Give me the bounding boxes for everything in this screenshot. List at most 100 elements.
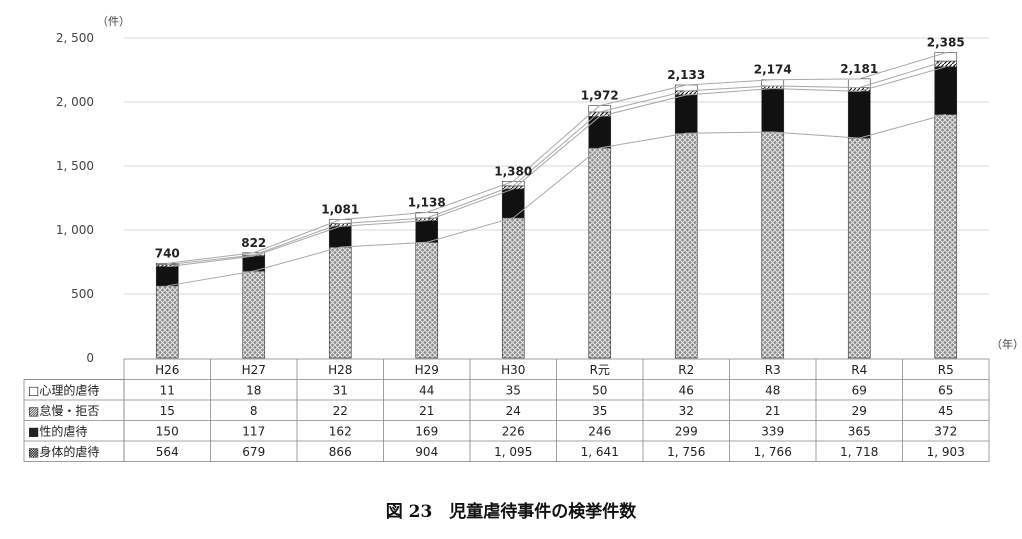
bar-segment-2 <box>674 94 698 134</box>
bar-segment-1 <box>501 217 525 359</box>
data-label: 1, 641 <box>581 445 619 459</box>
total-label: 1,972 <box>581 89 619 103</box>
bar-segment-2 <box>155 266 179 287</box>
data-label: 117 <box>242 425 265 439</box>
x-tick-label: R元 <box>590 363 610 377</box>
bar-segment-1 <box>761 131 785 359</box>
total-label: 2,181 <box>840 62 878 76</box>
data-label: 45 <box>938 404 953 418</box>
bar-segment-4 <box>847 78 871 88</box>
bar-segment-1 <box>588 147 612 359</box>
data-label: 11 <box>160 384 175 398</box>
data-label: 29 <box>852 404 867 418</box>
x-tick-label: H30 <box>501 363 525 377</box>
x-tick-label: H29 <box>415 363 439 377</box>
data-label: 15 <box>160 404 175 418</box>
y-unit-label: （件） <box>97 15 130 28</box>
x-tick-label: H26 <box>155 363 179 377</box>
x-tick-label: R2 <box>678 363 694 377</box>
bar-segment-1 <box>674 132 698 359</box>
total-label: 2,385 <box>927 36 965 50</box>
legend-entry: ▨怠慢・拒否 <box>28 404 99 418</box>
total-label: 2,174 <box>754 63 792 77</box>
data-label: 46 <box>679 384 694 398</box>
data-label: 866 <box>329 445 352 459</box>
series-line-1 <box>167 113 946 287</box>
data-label: 679 <box>242 445 265 459</box>
y-tick-label: 1, 000 <box>56 223 94 237</box>
total-label: 822 <box>241 236 266 250</box>
data-label: 8 <box>250 404 258 418</box>
data-label: 246 <box>588 425 611 439</box>
bar-segment-2 <box>588 116 612 149</box>
bar-segment-1 <box>847 137 871 359</box>
bar-segment-2 <box>847 91 871 139</box>
series-line-3 <box>167 60 946 266</box>
bar-segment-1 <box>328 246 352 359</box>
figure-caption: 図 23 児童虐待事件の検挙件数 <box>385 502 637 522</box>
data-label: 169 <box>415 425 438 439</box>
x-tick-label: R5 <box>938 363 954 377</box>
data-label: 1, 756 <box>667 445 705 459</box>
bar-segment-1 <box>155 285 179 359</box>
data-label: 162 <box>329 425 352 439</box>
data-label: 48 <box>765 384 780 398</box>
data-label: 564 <box>156 445 179 459</box>
data-label: 21 <box>765 404 780 418</box>
total-label: 1,138 <box>408 195 446 209</box>
total-labels: 740 822 1,081 1,138 1,380 1,972 2,133 2,174 2,18… <box>155 36 965 261</box>
x-tick-label: R4 <box>851 363 867 377</box>
data-label: 69 <box>852 384 867 398</box>
bar-segment-2 <box>501 188 525 219</box>
data-label: 1, 718 <box>840 445 878 459</box>
bar-segment-2 <box>415 220 439 243</box>
data-label: 24 <box>506 404 521 418</box>
y-tick-label: 2, 500 <box>56 31 94 45</box>
y-tick-label: 2, 000 <box>56 95 94 109</box>
data-label: 35 <box>506 384 521 398</box>
bar-segment-4 <box>934 52 958 62</box>
data-label: 150 <box>156 425 179 439</box>
bar-segment-4 <box>588 105 612 113</box>
x-tick-label: H27 <box>242 363 266 377</box>
data-label: 339 <box>761 425 784 439</box>
data-label: 21 <box>419 404 434 418</box>
series-lines <box>167 52 946 287</box>
y-tick-label: 500 <box>71 287 94 301</box>
data-label: 299 <box>675 425 698 439</box>
data-label: 44 <box>419 384 434 398</box>
gridlines <box>124 37 989 295</box>
data-label: 31 <box>333 384 348 398</box>
bar-segment-2 <box>934 66 958 115</box>
bars <box>155 52 958 359</box>
bar-segment-1 <box>934 114 958 359</box>
x-unit-label: （年） <box>991 337 1022 351</box>
data-label: 372 <box>934 425 957 439</box>
series-line-2 <box>167 66 946 268</box>
total-label: 1,081 <box>321 203 359 217</box>
total-label: 2,133 <box>667 68 705 82</box>
data-label: 35 <box>592 404 607 418</box>
x-tick-label: R3 <box>765 363 781 377</box>
data-label: 18 <box>246 384 261 398</box>
data-label: 1, 095 <box>494 445 532 459</box>
data-label: 904 <box>415 445 438 459</box>
total-label: 1,380 <box>494 164 532 178</box>
data-label: 65 <box>938 384 953 398</box>
data-label: 50 <box>592 384 607 398</box>
data-label: 1, 766 <box>754 445 792 459</box>
bar-segment-1 <box>242 270 266 359</box>
data-label: 22 <box>333 404 348 418</box>
data-table: H26 H27 H28 H29 H30 R元 R2 R3 R4 R5 □心理的虐待 11 18 31 44 3… <box>23 358 990 462</box>
data-label: 226 <box>502 425 525 439</box>
bar-segment-2 <box>761 88 785 133</box>
x-tick-label: H28 <box>328 363 352 377</box>
legend-entry: ▩身体的虐待 <box>28 444 99 459</box>
total-label: 740 <box>155 246 180 260</box>
legend-entry: ■性的虐待 <box>28 424 87 439</box>
data-label: 1, 903 <box>927 445 965 459</box>
y-axis: 0 500 1, 000 1, 500 2, 000 2, 500（件） （年） <box>56 15 1022 365</box>
series-line-4 <box>167 52 946 264</box>
data-label: 32 <box>679 404 694 418</box>
